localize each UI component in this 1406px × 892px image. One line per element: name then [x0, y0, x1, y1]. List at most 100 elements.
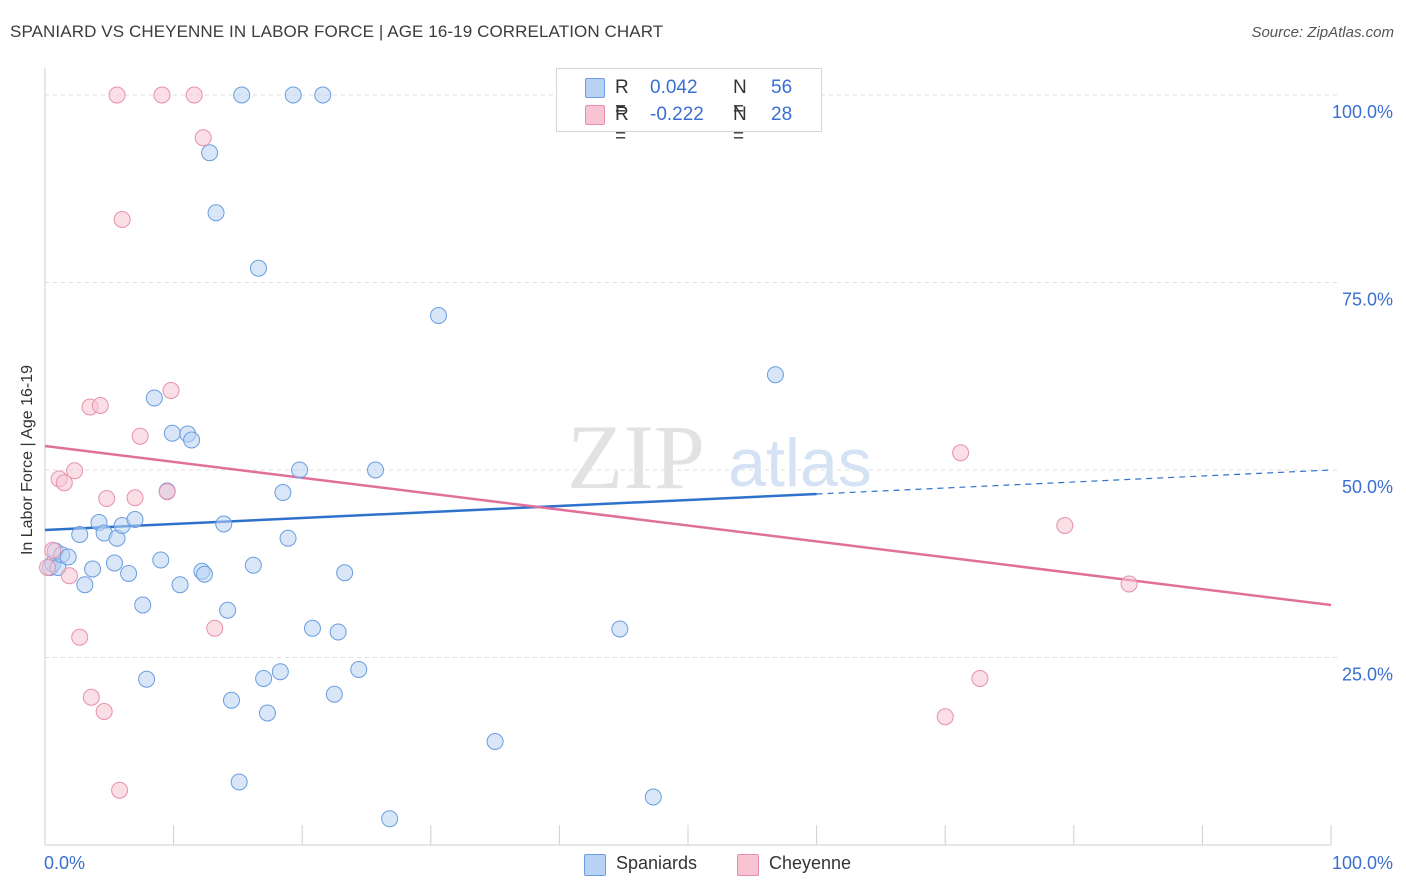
- spaniard-point: [222, 691, 240, 709]
- spaniard-point: [303, 619, 321, 637]
- spaniards-trend-line: [44, 492, 817, 532]
- spaniard-point: [120, 565, 138, 582]
- spaniard-point: [244, 556, 262, 574]
- cheyenne-point: [952, 444, 970, 462]
- x-tick-label: 100.0%: [1332, 853, 1393, 873]
- cheyenne-point: [111, 781, 129, 799]
- spaniard-point: [284, 86, 302, 104]
- r-label: R =: [615, 77, 629, 120]
- y-tick-label: 25.0%: [1342, 665, 1393, 685]
- cheyenne-point: [185, 86, 203, 104]
- spaniard-point: [215, 515, 233, 533]
- spaniard-point: [255, 670, 273, 687]
- y-tick-label: 50.0%: [1342, 477, 1393, 497]
- trend-lines: [44, 444, 1332, 607]
- cheyenne-point: [194, 129, 212, 147]
- cheyenne-point: [113, 211, 131, 228]
- spaniard-point: [152, 551, 170, 569]
- n-value: 28: [771, 104, 793, 125]
- cheyenne-point: [126, 489, 144, 507]
- spaniard-point: [279, 529, 297, 547]
- cheyenne-point: [971, 670, 989, 687]
- stats-box: R = 0.042 N = 56 R = -0.222 N = 28: [556, 68, 822, 147]
- spaniard-point: [134, 596, 152, 614]
- r-value: 0.042: [650, 77, 698, 98]
- spaniard-point: [314, 86, 332, 104]
- spaniard-point: [105, 554, 123, 572]
- spaniard-point: [207, 204, 225, 222]
- cheyenne-point: [131, 427, 149, 445]
- spaniards-swatch: [585, 78, 605, 98]
- spaniard-point: [766, 366, 784, 384]
- spaniard-point: [233, 86, 251, 104]
- spaniard-point: [59, 548, 77, 566]
- cheyenne-point: [66, 462, 84, 480]
- spaniard-point: [291, 461, 309, 479]
- cheyenne-swatch: [585, 105, 605, 125]
- spaniard-point: [84, 560, 102, 578]
- spaniard-point: [71, 526, 89, 543]
- r-value: -0.222: [650, 104, 704, 125]
- spaniard-point: [76, 576, 94, 594]
- watermark-zip: ZIP: [567, 406, 705, 508]
- cheyenne-point: [1056, 517, 1074, 534]
- cheyenne-point: [82, 688, 100, 706]
- spaniard-point: [126, 511, 144, 528]
- cheyenne-point: [71, 628, 89, 646]
- cheyenne-point: [91, 397, 109, 414]
- cheyenne-point: [44, 541, 62, 559]
- cheyenne-point: [98, 490, 116, 507]
- spaniard-point: [430, 307, 448, 324]
- spaniard-point: [486, 733, 504, 750]
- cheyenne-trend-line: [44, 444, 1332, 607]
- chart-source: Source: ZipAtlas.com: [1251, 24, 1394, 41]
- spaniard-point: [183, 431, 201, 449]
- n-label: N =: [733, 77, 747, 120]
- cheyenne-point: [158, 483, 176, 501]
- spaniard-point: [171, 576, 189, 594]
- spaniard-point: [325, 685, 343, 703]
- spaniard-point: [381, 810, 399, 828]
- cheyenne-point: [95, 703, 113, 720]
- x-tick-label: 0.0%: [44, 853, 85, 873]
- spaniard-point: [329, 623, 347, 641]
- spaniards-trend-extension: [816, 469, 1332, 495]
- spaniards-legend-swatch: [584, 854, 606, 876]
- spaniard-point: [611, 620, 629, 638]
- gridlines: [45, 94, 1341, 658]
- cheyenne-point: [1120, 575, 1138, 593]
- cheyenne-point: [936, 708, 954, 726]
- cheyenne-legend-swatch: [737, 854, 759, 876]
- cheyenne-point: [60, 567, 78, 585]
- chart-title: SPANIARD VS CHEYENNE IN LABOR FORCE | AG…: [10, 22, 664, 41]
- cheyenne-point: [206, 619, 224, 637]
- spaniard-point: [350, 661, 368, 678]
- axes: [44, 68, 1332, 846]
- legend-label-cheyenne: Cheyenne: [769, 853, 852, 873]
- cheyenne-point: [108, 86, 126, 104]
- spaniard-point: [258, 704, 276, 722]
- spaniard-point: [274, 484, 292, 501]
- spaniard-point: [249, 259, 267, 277]
- cheyenne-point: [153, 86, 171, 104]
- y-tick-label: 100.0%: [1332, 102, 1393, 122]
- legend-label-spaniards: Spaniards: [616, 853, 698, 873]
- spaniard-point: [145, 389, 163, 407]
- spaniard-point: [367, 461, 385, 479]
- spaniard-point: [336, 564, 354, 582]
- r-label: R =: [615, 104, 629, 147]
- spaniard-point: [219, 601, 237, 619]
- spaniard-point: [271, 663, 289, 681]
- cheyenne-point: [162, 382, 180, 399]
- cheyenne-point: [55, 474, 73, 492]
- spaniard-point: [138, 670, 156, 688]
- data-points: [39, 86, 1138, 828]
- spaniard-point: [195, 565, 213, 583]
- cheyenne-point: [39, 559, 57, 576]
- tick-labels: 25.0% 50.0% 75.0% 100.0% 0.0% 100.0%: [44, 102, 1393, 873]
- y-tick-label: 75.0%: [1342, 290, 1393, 310]
- watermark-atlas: atlas: [728, 425, 872, 501]
- n-value: 56: [771, 77, 793, 98]
- spaniard-point: [230, 773, 248, 791]
